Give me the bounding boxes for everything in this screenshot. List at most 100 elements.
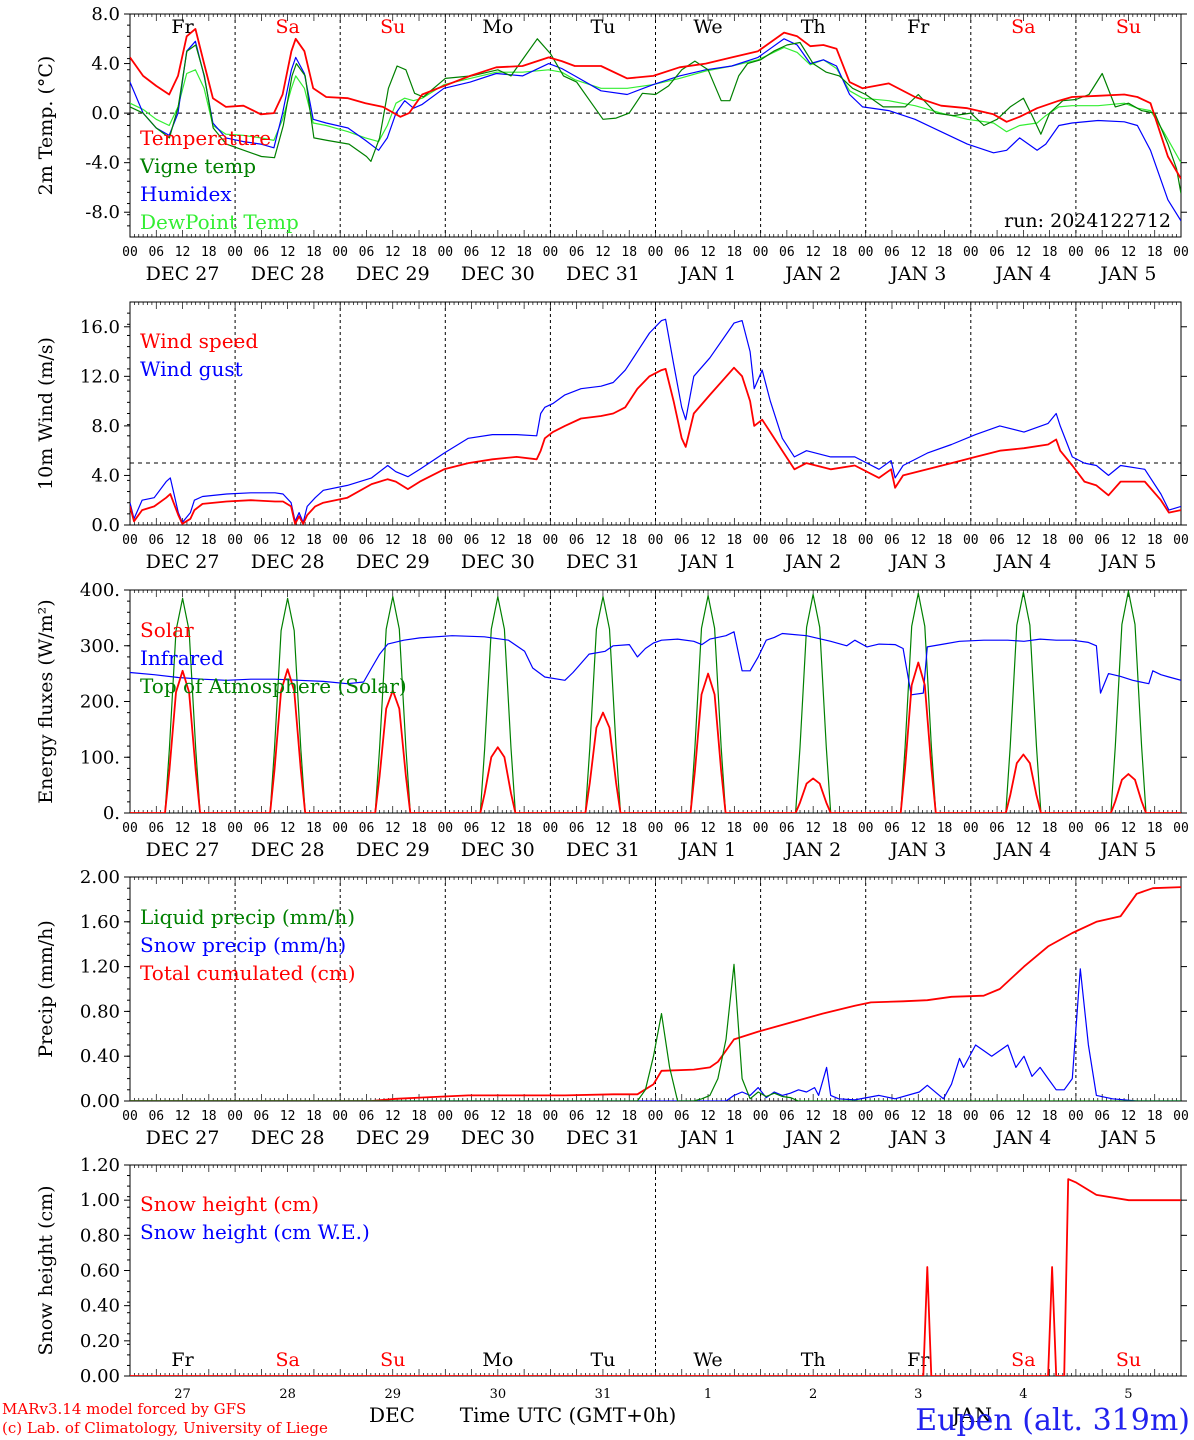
y-tick-label: 0.60 bbox=[80, 1261, 120, 1282]
legend-snow-height-cm-w-e-: Snow height (cm W.E.) bbox=[140, 1220, 370, 1244]
y-tick-label: 2.00 bbox=[80, 867, 120, 888]
hour-tick-label: 18 bbox=[201, 533, 217, 548]
credit-line-1: MARv3.14 model forced by GFS bbox=[2, 1400, 246, 1418]
date-label: JAN 4 bbox=[993, 551, 1051, 573]
meteogram-panels: 8.04.00.0-4.0-8.02m Temp. (°C)00 06 12 18DE… bbox=[35, 4, 1189, 1402]
hour-tick-label: 00 bbox=[543, 533, 559, 548]
hour-tick-label: 18 bbox=[621, 1109, 637, 1124]
hour-tick-label: 12 bbox=[280, 821, 296, 836]
hour-tick-label: 06 bbox=[254, 533, 270, 548]
hour-tick-label: 06 bbox=[148, 1109, 164, 1124]
series-line-humidex bbox=[130, 38, 1181, 222]
y-tick-label: 200. bbox=[80, 692, 120, 713]
hour-tick-label: 06 bbox=[989, 1109, 1005, 1124]
date-label: DEC 28 bbox=[251, 839, 325, 861]
hour-tick-label: 18 bbox=[832, 821, 848, 836]
hour-tick-label: 00 bbox=[332, 821, 348, 836]
hour-tick-label: 18 bbox=[306, 245, 322, 260]
series-line-vigne-temp bbox=[130, 38, 1181, 194]
hour-tick-label: 12 bbox=[595, 245, 611, 260]
hour-tick-label: 06 bbox=[989, 821, 1005, 836]
panel-frame bbox=[129, 301, 1182, 526]
hour-tick-label: 12 bbox=[280, 245, 296, 260]
hour-tick-label: 12 bbox=[595, 821, 611, 836]
hour-tick-label: 12 bbox=[910, 1109, 926, 1124]
hour-tick-label: 18 bbox=[306, 533, 322, 548]
series-line-solar bbox=[130, 661, 1181, 813]
hour-tick-label: 12 bbox=[1121, 1109, 1137, 1124]
date-label: JAN 4 bbox=[993, 1127, 1051, 1149]
hour-tick-label: 18 bbox=[937, 1109, 953, 1124]
hour-tick-label: 06 bbox=[884, 245, 900, 260]
credits: MARv3.14 model forced by GFS (c) Lab. of… bbox=[2, 1400, 328, 1437]
hour-tick-label: 12 bbox=[175, 821, 191, 836]
hour-tick-label: 18 bbox=[621, 533, 637, 548]
date-label: JAN 5 bbox=[1098, 1127, 1156, 1149]
y-tick-label: 0.80 bbox=[80, 1225, 120, 1246]
panel-2: 16.0 12.0 8.0 4.0 0.0 10m Wind (m/s) 00 06 12 18 D… bbox=[35, 301, 1189, 573]
hour-tick-label: 12 bbox=[595, 1109, 611, 1124]
legend-top-of-atmosphere-solar-: Top of Atmosphere (Solar) bbox=[140, 674, 407, 698]
hour-tick-label: 00 bbox=[963, 533, 979, 548]
series-line-wind-speed bbox=[130, 366, 1181, 525]
hour-tick-label: 12 bbox=[490, 245, 506, 260]
hour-tick-label: 06 bbox=[148, 821, 164, 836]
weekday-label: We bbox=[693, 1349, 722, 1371]
hour-tick-label: 12 bbox=[1121, 821, 1137, 836]
hour-tick-label: 18 bbox=[1042, 533, 1058, 548]
y-axis-label: Snow height (cm) bbox=[35, 1185, 57, 1355]
weekday-label: Mo bbox=[482, 16, 513, 38]
hour-tick-label: 06 bbox=[569, 245, 585, 260]
date-label: DEC 28 bbox=[251, 551, 325, 573]
hour-tick-label: 06 bbox=[254, 821, 270, 836]
day-number-label: 27 bbox=[174, 1387, 191, 1402]
hour-tick-label: 06 bbox=[674, 1109, 690, 1124]
date-label: DEC 27 bbox=[146, 1127, 220, 1149]
weekday-label: Su bbox=[380, 16, 405, 38]
weekday-label: We bbox=[693, 16, 722, 38]
hour-tick-label: 18 bbox=[832, 245, 848, 260]
hour-tick-label: 06 bbox=[884, 1109, 900, 1124]
hour-tick-label: 18 bbox=[516, 1109, 532, 1124]
hour-tick-label: 06 bbox=[779, 533, 795, 548]
hour-tick-label: 12 bbox=[385, 245, 401, 260]
y-axis-label: Precip (mm/h) bbox=[35, 920, 57, 1058]
y-tick-label: -8.0 bbox=[85, 202, 120, 223]
weekday-label: Fr bbox=[907, 1349, 930, 1371]
hour-tick-label: 12 bbox=[700, 245, 716, 260]
weekday-label: Fr bbox=[171, 1349, 194, 1371]
hour-tick-label: 12 bbox=[1121, 533, 1137, 548]
hour-tick-label: 12 bbox=[385, 1109, 401, 1124]
credit-line-2: (c) Lab. of Climatology, University of L… bbox=[2, 1419, 328, 1437]
series-group bbox=[130, 1178, 1181, 1376]
hour-tick-label: 18 bbox=[201, 821, 217, 836]
hour-tick-label: 06 bbox=[779, 1109, 795, 1124]
hour-tick-label: 00 bbox=[858, 1109, 874, 1124]
hour-tick-label: 06 bbox=[989, 533, 1005, 548]
series-group bbox=[130, 318, 1181, 525]
hour-tick-label: 12 bbox=[805, 1109, 821, 1124]
y-tick-label: 1.20 bbox=[80, 1155, 120, 1176]
hour-tick-label: 06 bbox=[1094, 533, 1110, 548]
hour-tick-label: 12 bbox=[490, 533, 506, 548]
hour-tick-label: 00 bbox=[858, 533, 874, 548]
series-line-temperature bbox=[130, 28, 1181, 180]
y-tick-label: 0.20 bbox=[80, 1331, 120, 1352]
date-label: JAN 3 bbox=[888, 839, 946, 861]
date-label: JAN 3 bbox=[888, 551, 946, 573]
hour-tick-label: 00 bbox=[753, 821, 769, 836]
hour-tick-label: 06 bbox=[569, 821, 585, 836]
date-label: JAN 5 bbox=[1098, 263, 1156, 285]
series-line-liquid-precip-mm-h- bbox=[130, 963, 1181, 1101]
hour-tick-label: 06 bbox=[254, 245, 270, 260]
hour-tick-label: 00 bbox=[543, 245, 559, 260]
hour-tick-label: 18 bbox=[201, 245, 217, 260]
hour-tick-label: 18 bbox=[516, 821, 532, 836]
date-label: DEC 27 bbox=[146, 551, 220, 573]
series-line-total-cumulated-cm- bbox=[130, 886, 1181, 1101]
date-label: JAN 5 bbox=[1098, 551, 1156, 573]
weekday-label: Su bbox=[380, 1349, 405, 1371]
hour-tick-label: 00 bbox=[437, 1109, 453, 1124]
hour-tick-label: 06 bbox=[254, 1109, 270, 1124]
